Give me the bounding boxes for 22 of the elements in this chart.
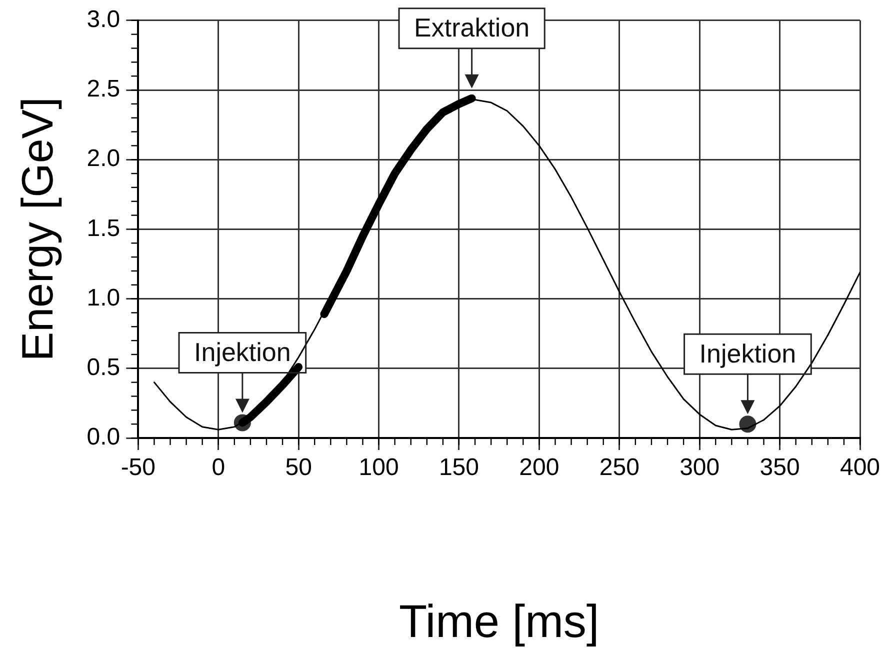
y-tick-label: 0.0 [86, 424, 120, 451]
annotation: Injektion [194, 336, 291, 367]
annotation: Injektion [699, 338, 796, 368]
y-tick-label: 2.0 [86, 145, 120, 172]
y-tick-label: 2.5 [86, 76, 120, 103]
y-tick-label: 0.5 [86, 354, 120, 382]
x-tick-label: -50 [120, 454, 156, 482]
y-tick-label: 1.5 [86, 214, 120, 242]
x-tick-label: 0 [212, 454, 226, 482]
x-tick-label: 250 [599, 454, 640, 482]
x-tick-label: 100 [358, 454, 399, 482]
y-axis-title: Energy [GeV] [14, 97, 63, 362]
y-tick-label: 1.0 [86, 284, 120, 312]
y-tick-label: 3.0 [86, 6, 120, 34]
x-tick-label: 350 [760, 454, 800, 482]
x-tick-label: 400 [840, 454, 880, 482]
x-tick-label: 50 [285, 454, 312, 482]
annotation: Extraktion [414, 12, 530, 43]
x-tick-label: 300 [680, 454, 720, 482]
x-tick-label: 150 [438, 454, 480, 482]
x-tick-label: 200 [519, 454, 560, 482]
x-axis-title: Time [ms] [398, 595, 600, 648]
